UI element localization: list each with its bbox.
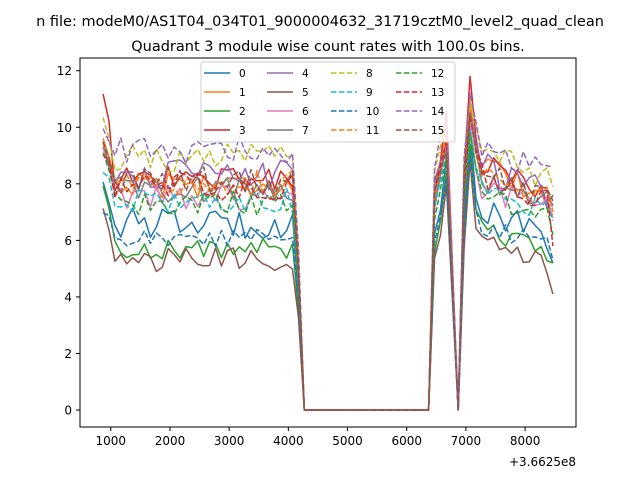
- y-axis-ticks: 0 2 4 6 8 10 12: [57, 64, 80, 418]
- x-tick-label: 8000: [510, 434, 541, 448]
- y-tick-label: 2: [64, 347, 72, 361]
- plot-frame: [79, 57, 577, 428]
- y-tick-label: 12: [57, 64, 72, 78]
- chart-title: Quadrant 3 module wise count rates with …: [131, 39, 525, 55]
- series-line-module-11: [102, 109, 554, 411]
- series-layer: [102, 75, 554, 411]
- series-line-module-15: [102, 112, 554, 411]
- y-tick-label: 8: [64, 177, 72, 191]
- legend-label-0: 0: [239, 68, 246, 80]
- y-tick-label: 0: [64, 404, 72, 418]
- x-tick-label: 1000: [96, 434, 127, 448]
- legend-label-15: 15: [431, 125, 444, 137]
- legend-label-10: 10: [366, 106, 379, 118]
- x-tick-label: 2000: [155, 434, 186, 448]
- x-tick-label: 7000: [451, 434, 482, 448]
- y-tick-label: 10: [57, 121, 72, 135]
- x-tick-label: 5000: [332, 434, 363, 448]
- legend-label-3: 3: [239, 125, 246, 137]
- legend-label-7: 7: [302, 125, 309, 137]
- x-axis-ticks: 1000 2000 3000 4000 5000 6000 7000 8000: [96, 427, 541, 448]
- legend-box: [200, 61, 456, 143]
- y-tick-label: 6: [64, 234, 72, 248]
- x-tick-label: 6000: [391, 434, 422, 448]
- legend-label-1: 1: [239, 87, 246, 99]
- legend-label-6: 6: [302, 106, 309, 118]
- legend-label-13: 13: [431, 87, 444, 99]
- legend-label-5: 5: [302, 87, 309, 99]
- figure-suptitle: n file: modeM0/AS1T04_034T01_9000004632_…: [36, 14, 604, 30]
- legend-label-14: 14: [431, 106, 445, 118]
- x-tick-label: 4000: [273, 434, 304, 448]
- legend-label-4: 4: [302, 68, 309, 80]
- y-tick-label: 4: [64, 290, 72, 304]
- legend-label-8: 8: [366, 68, 373, 80]
- legend-label-2: 2: [239, 106, 246, 118]
- legend-label-12: 12: [431, 68, 444, 80]
- legend-label-9: 9: [366, 87, 373, 99]
- legend-label-11: 11: [366, 125, 379, 137]
- x-tick-label: 3000: [214, 434, 245, 448]
- x-offset-label: +3.6625e8: [509, 455, 576, 469]
